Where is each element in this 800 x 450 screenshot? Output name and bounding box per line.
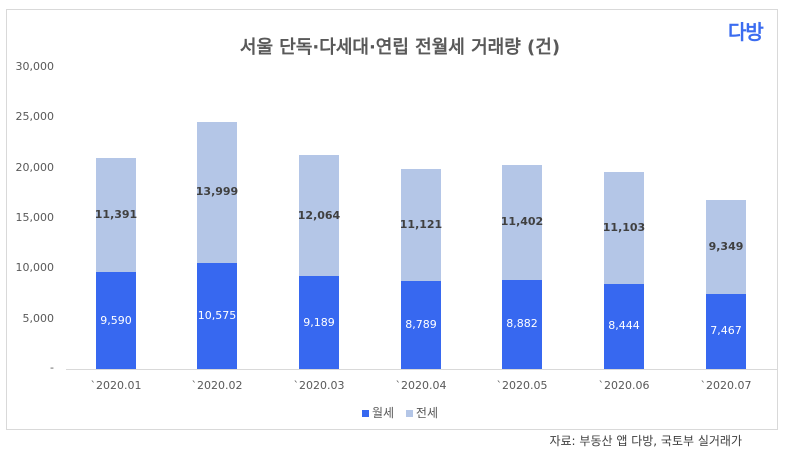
data-label-wolse: 10,575 <box>197 308 237 322</box>
bar-segment-jeonse: 11,391 <box>95 157 137 273</box>
data-label-jeonse: 11,402 <box>500 215 544 229</box>
data-label-jeonse: 12,064 <box>297 208 341 222</box>
x-tick-label: `2020.07 <box>700 379 752 392</box>
x-tick-label: `2020.06 <box>598 379 650 392</box>
data-label-wolse: 9,590 <box>100 313 132 327</box>
data-label-wolse: 9,189 <box>303 315 335 329</box>
y-tick-label: 5,000 <box>22 312 55 325</box>
bar-segment-jeonse: 12,064 <box>298 155 340 277</box>
stacked-bar: 11,402 8,882 <box>501 164 543 369</box>
legend: 월세 전세 <box>0 404 800 421</box>
data-label-jeonse: 9,349 <box>708 239 744 253</box>
bar-segment-wolse: 9,189 <box>299 276 339 369</box>
stacked-bar: 13,999 10,575 <box>196 121 238 369</box>
y-tick-label: 10,000 <box>15 261 55 274</box>
data-label-jeonse: 13,999 <box>195 185 239 199</box>
x-tick-label: `2020.03 <box>293 379 345 392</box>
x-tick-label: `2020.01 <box>90 379 142 392</box>
data-label-jeonse: 11,103 <box>602 221 646 235</box>
legend-item-wolse: 월세 <box>361 406 398 420</box>
bar-segment-jeonse: 13,999 <box>196 121 238 263</box>
chart-title: 서울 단독·다세대·연립 전월세 거래량 (건) <box>239 37 561 58</box>
bar-segment-wolse: 7,467 <box>706 293 746 369</box>
stacked-bar: 9,349 7,467 <box>706 199 746 369</box>
y-tick-label: 15,000 <box>15 211 55 224</box>
x-tick-label: `2020.04 <box>395 379 447 392</box>
data-label-jeonse: 11,121 <box>399 217 443 231</box>
stacked-bar: 11,121 8,789 <box>400 168 442 369</box>
y-tick-label: 30,000 <box>15 60 55 73</box>
source-note: 자료: 부동산 앱 다방, 국토부 실거래가 <box>549 434 742 448</box>
data-label-wolse: 8,882 <box>506 317 538 331</box>
bar-segment-jeonse: 11,103 <box>603 172 645 284</box>
x-tick-label: `2020.05 <box>496 379 548 392</box>
data-label-jeonse: 11,391 <box>94 208 138 222</box>
legend-label: 전세 <box>415 406 438 420</box>
legend-item-jeonse: 전세 <box>405 406 438 420</box>
dabang-logo: 다방 <box>728 20 764 44</box>
bar-segment-jeonse: 11,121 <box>400 168 442 281</box>
x-axis-line <box>66 369 777 370</box>
bar-segment-wolse: 8,882 <box>502 279 542 369</box>
x-tick-label: `2020.02 <box>191 379 243 392</box>
bar-segment-wolse: 10,575 <box>197 262 237 369</box>
bar-segment-wolse: 9,590 <box>96 272 136 369</box>
bar-segment-jeonse: 11,402 <box>501 164 543 280</box>
legend-swatch-jeonse <box>405 410 413 417</box>
data-label-wolse: 7,467 <box>710 324 742 338</box>
stacked-bar: 11,103 8,444 <box>603 172 645 369</box>
data-label-wolse: 8,444 <box>608 319 640 333</box>
y-tick-label: 20,000 <box>15 161 55 174</box>
stacked-bar: 11,391 9,590 <box>95 157 137 369</box>
bar-segment-jeonse: 9,349 <box>706 199 746 294</box>
stacked-bar: 12,064 9,189 <box>298 155 340 369</box>
y-tick-label: 25,000 <box>15 110 55 123</box>
legend-label: 월세 <box>371 406 395 420</box>
data-label-wolse: 8,789 <box>405 317 437 331</box>
bar-segment-wolse: 8,444 <box>604 283 644 369</box>
y-tick-label: - <box>50 361 54 374</box>
bar-segment-wolse: 8,789 <box>401 280 441 369</box>
legend-swatch-wolse <box>361 410 369 417</box>
